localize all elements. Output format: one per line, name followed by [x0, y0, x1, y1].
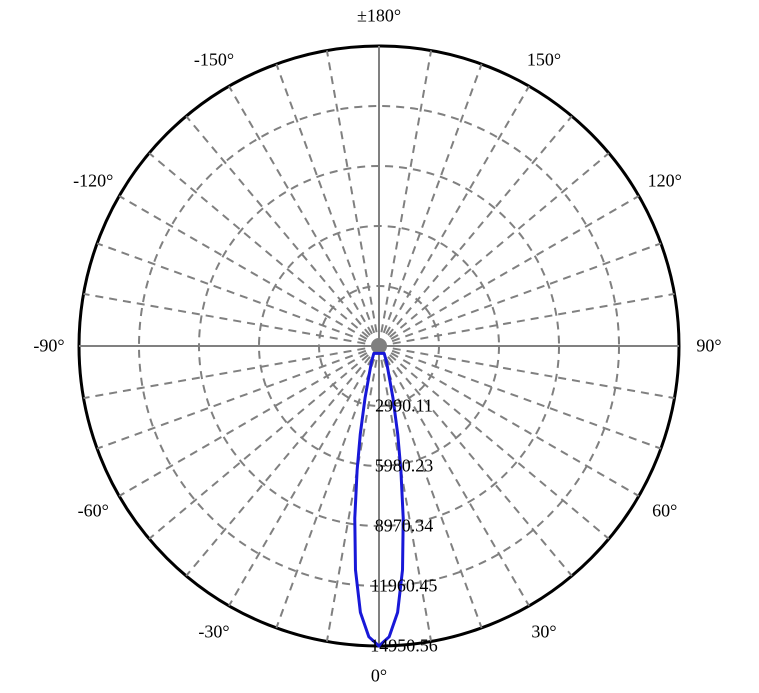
- radial-tick-label: 14950.56: [370, 636, 438, 657]
- angle-label: 90°: [696, 336, 721, 357]
- angle-label: 0°: [371, 666, 387, 687]
- radial-tick-label: 11960.45: [371, 576, 438, 597]
- radial-tick-label: 8970.34: [375, 516, 434, 537]
- angle-label: ±180°: [357, 6, 401, 27]
- angle-label: 120°: [648, 171, 682, 192]
- angle-label: 150°: [527, 50, 561, 71]
- angle-label: 60°: [652, 501, 677, 522]
- radial-tick-label: 2990.11: [375, 396, 433, 417]
- angle-label: -150°: [194, 50, 234, 71]
- polar-chart: 0° 30° 60° 90° 120° 150° ±180° -150° -120° -90° -6…: [0, 0, 759, 693]
- angle-label: -120°: [73, 171, 113, 192]
- angle-label: 30°: [531, 621, 556, 642]
- angle-label: -90°: [33, 336, 64, 357]
- radial-tick-label: 5980.23: [375, 456, 434, 477]
- angle-label: -30°: [198, 621, 229, 642]
- angle-label: -60°: [78, 501, 109, 522]
